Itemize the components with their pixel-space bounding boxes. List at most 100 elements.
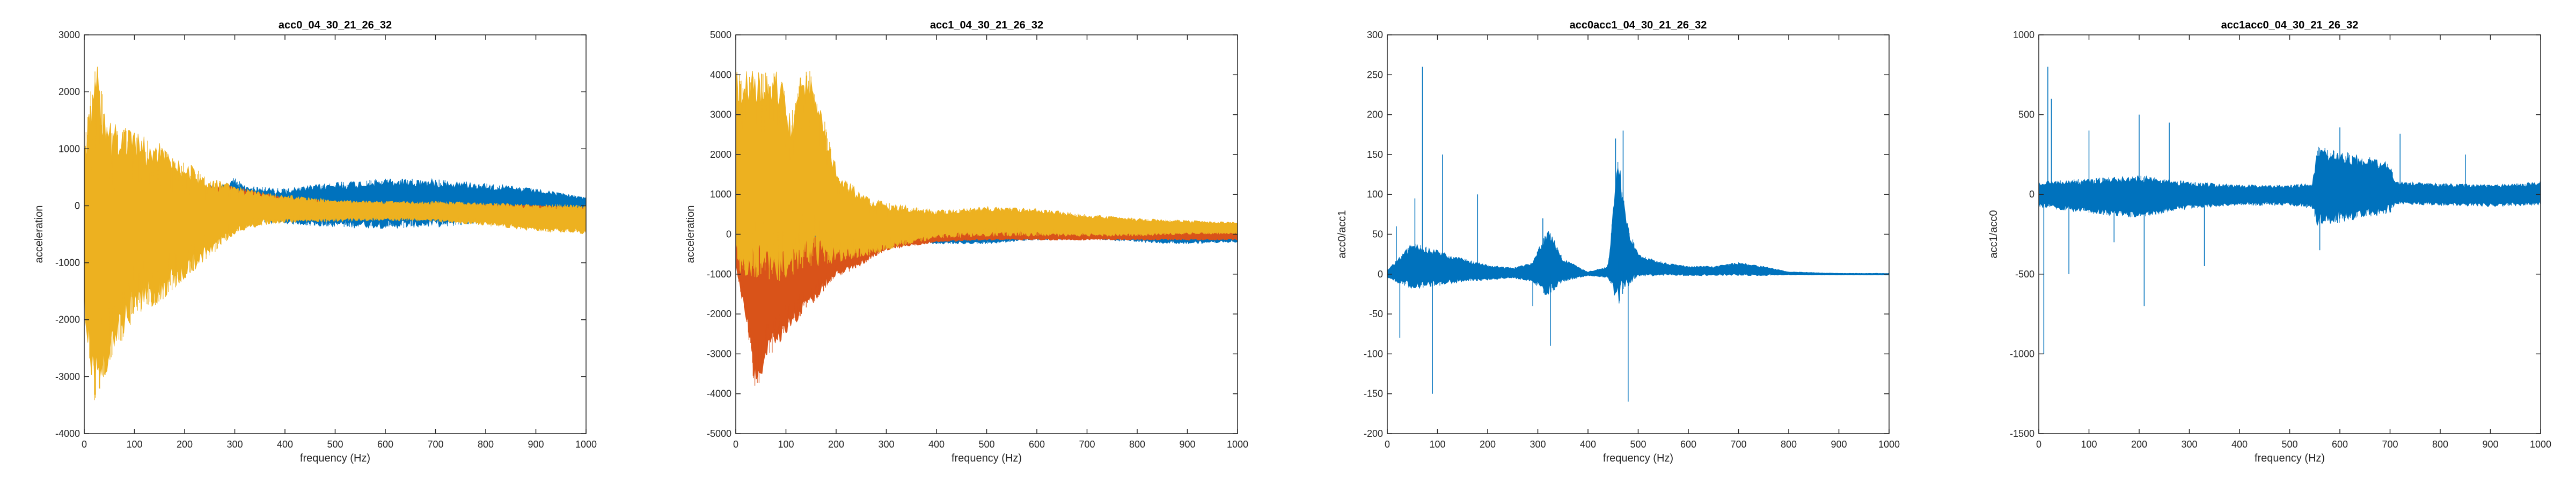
x-tick-label: 1000 — [1878, 439, 1900, 450]
y-tick-label: -500 — [2015, 269, 2035, 280]
x-tick-label: 600 — [1680, 439, 1696, 450]
x-tick-label: 100 — [126, 439, 142, 450]
x-tick-label: 800 — [478, 439, 494, 450]
x-tick-label: 400 — [1580, 439, 1596, 450]
x-tick-label: 200 — [2131, 439, 2147, 450]
x-tick-label: 900 — [1831, 439, 1847, 450]
x-tick-label: 300 — [878, 439, 894, 450]
data-layer — [1387, 67, 1889, 402]
y-tick-label: 500 — [2018, 109, 2035, 120]
x-tick-label: 500 — [1630, 439, 1646, 450]
y-tick-label: -1000 — [2010, 348, 2035, 359]
series-2 — [736, 70, 1238, 281]
y-tick-label: 100 — [1367, 189, 1383, 200]
chart-title: acc1acc0_04_30_21_26_32 — [2221, 19, 2359, 31]
series-2 — [84, 67, 586, 400]
y-tick-label: 4000 — [710, 69, 731, 80]
y-tick-label: -2000 — [707, 309, 731, 319]
y-axis-label: acceleration — [685, 206, 697, 264]
y-tick-label: 0 — [726, 229, 731, 240]
x-tick-label: 0 — [733, 439, 738, 450]
x-tick-label: 200 — [828, 439, 844, 450]
series-texture-2 — [84, 71, 586, 400]
chart-title: acc0acc1_04_30_21_26_32 — [1570, 19, 1707, 31]
x-tick-label: 600 — [377, 439, 393, 450]
x-tick-label: 100 — [1429, 439, 1445, 450]
y-tick-label: -150 — [1364, 389, 1383, 399]
x-tick-label: 200 — [1480, 439, 1496, 450]
y-tick-label: -1500 — [2010, 428, 2035, 439]
y-tick-label: 3000 — [58, 30, 80, 40]
x-tick-label: 200 — [177, 439, 193, 450]
chart-panel-1: 0 100 200 300 400 500 600 700 800 900 1000 -5000 -40… — [685, 19, 1248, 464]
y-axis-label: acc0/acc1 — [1336, 210, 1348, 258]
chart-panel-2: 0 100 200 300 400 500 600 700 800 900 1000-200-150… — [1336, 19, 1900, 464]
data-layer — [84, 67, 586, 400]
data-layer — [736, 70, 1238, 386]
x-axis-label: frequency (Hz) — [952, 452, 1022, 464]
series-1 — [2043, 67, 2466, 354]
y-tick-label: 2000 — [58, 86, 80, 97]
x-tick-label: 800 — [2432, 439, 2448, 450]
x-tick-label: 300 — [1529, 439, 1546, 450]
y-tick-label: -200 — [1364, 428, 1383, 439]
y-tick-label: -2000 — [55, 314, 80, 325]
data-layer — [2039, 67, 2541, 354]
y-tick-label: -3000 — [707, 348, 731, 359]
x-tick-label: 700 — [1730, 439, 1746, 450]
x-axis-label: frequency (Hz) — [1603, 452, 1673, 464]
x-tick-label: 0 — [82, 439, 87, 450]
y-tick-label: 0 — [1378, 269, 1383, 280]
y-tick-label: 300 — [1367, 30, 1383, 40]
x-tick-label: 900 — [1179, 439, 1195, 450]
x-tick-label: 500 — [327, 439, 343, 450]
x-tick-label: 800 — [1781, 439, 1797, 450]
y-tick-label: -100 — [1364, 348, 1383, 359]
series-0 — [2039, 147, 2541, 226]
x-tick-label: 600 — [2332, 439, 2348, 450]
y-tick-label: 5000 — [710, 30, 731, 40]
y-tick-label: 1000 — [710, 189, 731, 200]
x-tick-label: 0 — [1385, 439, 1390, 450]
y-tick-label: 0 — [2029, 189, 2035, 200]
x-tick-label: 0 — [2036, 439, 2041, 450]
series-0 — [1387, 162, 1889, 304]
x-axis-label: frequency (Hz) — [2255, 452, 2325, 464]
series-texture-0 — [2039, 147, 2541, 224]
x-tick-label: 900 — [528, 439, 544, 450]
x-tick-label: 500 — [2281, 439, 2297, 450]
y-tick-label: 250 — [1367, 69, 1383, 80]
x-tick-label: 900 — [2482, 439, 2498, 450]
y-tick-label: -1000 — [55, 258, 80, 268]
chart-panel-0: 0 100 200 300 400 500 600 700 800 900 1000 -4000 -30… — [33, 19, 597, 464]
chart-title: acc0_04_30_21_26_32 — [279, 19, 392, 31]
series-texture-2 — [736, 71, 1238, 281]
x-tick-label: 600 — [1029, 439, 1045, 450]
x-tick-label: 300 — [2181, 439, 2197, 450]
x-tick-label: 700 — [2382, 439, 2398, 450]
x-tick-label: 700 — [1079, 439, 1095, 450]
y-tick-label: 150 — [1367, 149, 1383, 160]
y-tick-label: 0 — [75, 200, 80, 211]
x-tick-label: 400 — [2231, 439, 2248, 450]
plot-area — [2039, 35, 2541, 434]
x-tick-label: 500 — [978, 439, 994, 450]
chart-panel-3: 0 100 200 300 400 500 600 700 800 900 1000 -1500 -10… — [1988, 19, 2551, 464]
x-tick-label: 700 — [427, 439, 443, 450]
x-tick-label: 100 — [778, 439, 794, 450]
y-tick-label: -50 — [1369, 309, 1383, 319]
x-axis-label: frequency (Hz) — [300, 452, 370, 464]
x-tick-label: 100 — [2081, 439, 2097, 450]
x-tick-label: 1000 — [1227, 439, 1248, 450]
y-tick-label: 50 — [1372, 229, 1383, 240]
y-tick-label: -4000 — [55, 428, 80, 439]
x-tick-label: 1000 — [575, 439, 597, 450]
y-axis-label: acc1/acc0 — [1988, 210, 2000, 258]
series-1 — [1396, 67, 1629, 402]
y-tick-label: 1000 — [2013, 30, 2035, 40]
x-tick-label: 1000 — [2530, 439, 2551, 450]
y-tick-label: -3000 — [55, 371, 80, 382]
y-tick-label: -1000 — [707, 269, 731, 280]
y-tick-label: 2000 — [710, 149, 731, 160]
